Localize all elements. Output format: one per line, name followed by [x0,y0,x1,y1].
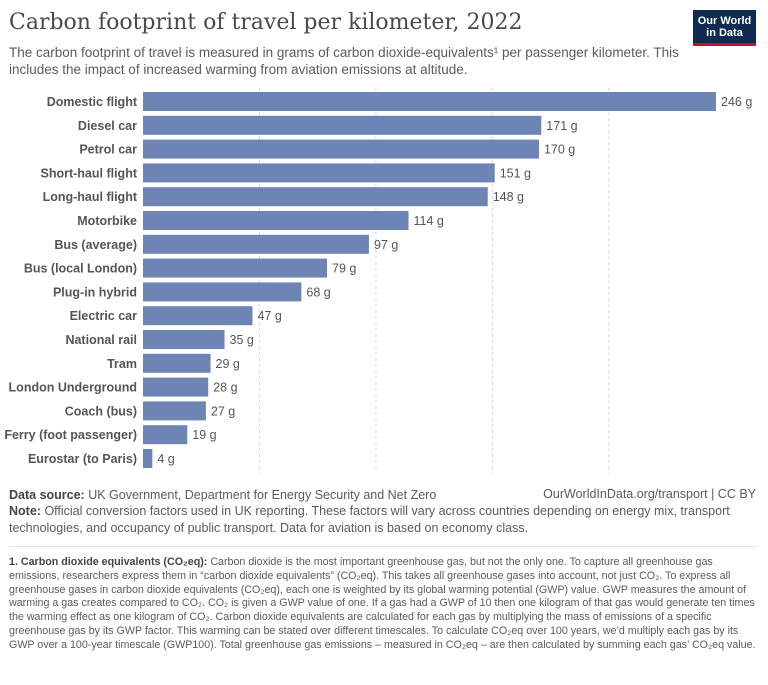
bar[interactable] [143,425,188,445]
footer-divider [9,546,757,547]
logo-line-1: Our World [697,14,752,27]
value-label: 151 g [500,166,531,180]
category-label: Petrol car [79,143,137,157]
value-label: 47 g [257,309,281,323]
bar[interactable] [143,211,409,230]
footnote-label: 1. Carbon dioxide equivalents (CO₂eq): [9,556,208,568]
note-text: Official conversion factors used in UK r… [9,504,730,535]
category-label: Eurostar (to Paris) [28,452,137,466]
category-label: Plug-in hybrid [53,285,137,299]
source-text: UK Government, Department for Energy Sec… [88,488,437,502]
value-label: 170 g [544,143,575,157]
category-label: Long-haul flight [43,190,138,204]
value-label: 29 g [216,357,240,371]
value-label: 4 g [157,452,174,466]
bar[interactable] [143,377,209,397]
logo-line-2: in Data [706,26,743,39]
value-label: 171 g [546,119,577,133]
bar[interactable] [143,401,206,421]
bar[interactable] [143,258,328,278]
bar[interactable] [143,187,488,207]
value-label: 148 g [493,190,524,204]
note-label: Note: [9,504,41,518]
category-label: Motorbike [77,214,137,228]
category-label: London Underground [9,381,137,395]
value-label: 68 g [306,285,330,299]
value-label: 97 g [374,238,398,252]
footnote: 1. Carbon dioxide equivalents (CO₂eq): C… [9,556,761,653]
bar[interactable] [143,163,495,183]
data-source: Data source: UK Government, Department f… [9,487,759,504]
chart-title: Carbon footprint of travel per kilometer… [9,10,523,35]
site-link[interactable]: OurWorldInData.org/transport | CC BY [543,487,756,501]
bar[interactable] [143,92,716,111]
category-label: Domestic flight [47,95,138,109]
bar[interactable] [143,330,225,349]
category-label: Bus (local London) [24,262,137,276]
value-label: 246 g [721,95,752,109]
category-label: Short-haul flight [40,166,137,180]
bar[interactable] [143,282,302,302]
bar[interactable] [143,353,211,373]
bar[interactable] [143,234,369,254]
bar[interactable] [143,449,153,468]
chart-note: Note: Official conversion factors used i… [9,503,759,537]
category-label: National rail [65,333,137,347]
value-label: 79 g [332,262,356,276]
value-label: 114 g [414,214,444,228]
value-label: 27 g [211,404,235,418]
category-label: Ferry (foot passenger) [4,428,137,442]
source-label: Data source: [9,488,85,502]
footnote-text: Carbon dioxide is the most important gre… [9,556,756,651]
category-label: Bus (average) [54,238,137,252]
value-label: 28 g [213,381,237,395]
owid-logo[interactable]: Our World in Data [693,10,756,46]
category-label: Tram [107,357,137,371]
category-label: Coach (bus) [65,404,137,418]
bar[interactable] [143,115,542,135]
bar[interactable] [143,139,539,159]
value-label: 19 g [192,428,216,442]
bar-chart: Domestic flight 246 g Diesel car 171 g Petro… [4,88,752,473]
chart-subtitle: The carbon footprint of travel is measur… [9,45,679,77]
category-label: Diesel car [78,119,137,133]
value-label: 35 g [230,333,254,347]
bar[interactable] [143,306,253,326]
category-label: Electric car [70,309,138,323]
